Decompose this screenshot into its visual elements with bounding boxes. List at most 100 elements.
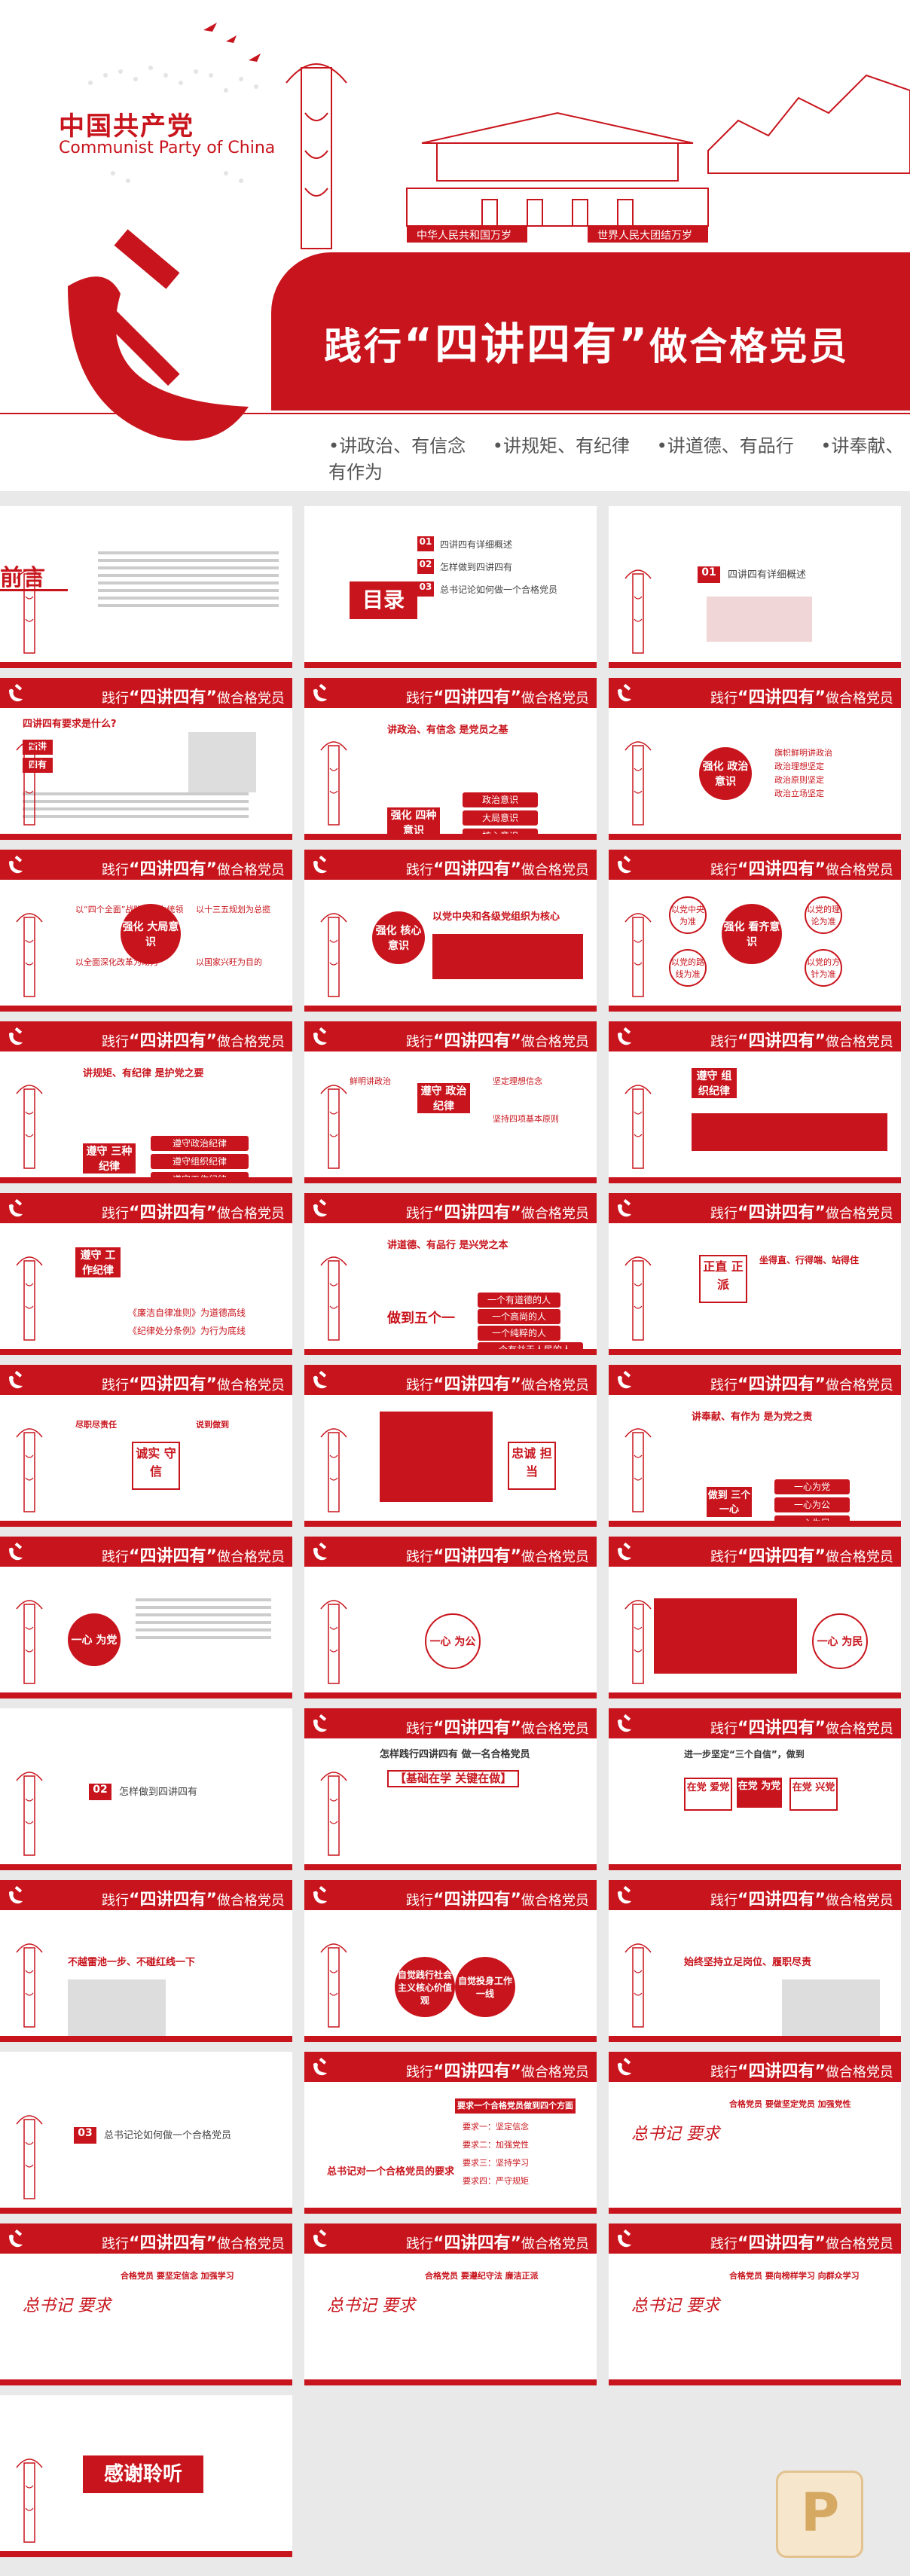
header-suffix: 做合格党员 [825,691,893,707]
slide-13[interactable]: 践行“四讲四有”做合格党员 遵守 工作纪律 《廉洁自律准则》为道德高线 《纪律处… [0,1193,292,1355]
slide-section-03[interactable]: 03 总书记论如何做一个合格党员 [0,2052,292,2214]
slide-header-bar: 践行“四讲四有”做合格党员 [609,1537,901,1567]
label: 说到做到 [196,1420,229,1430]
header-prefix: 践行 [406,691,433,707]
slide-29[interactable]: 践行“四讲四有”做合格党员 总书记对一个合格党员的要求 要求一个合格党员做到四个… [304,2052,597,2214]
section-num: 01 [698,566,720,583]
toc-item[interactable]: 四讲四有详细概述 [440,539,513,550]
key-circle: 强化 核心意识 [372,911,425,964]
slide-footer-bar [609,2036,901,2042]
slide-31[interactable]: 践行“四讲四有”做合格党员 总书记 要求 合格党员 要坚定信念 加强学习 [0,2223,292,2385]
slide-18[interactable]: 践行“四讲四有”做合格党员 讲奉献、有作为 是为党之责 做到 三个一心 一心为党… [609,1365,901,1527]
slide-4[interactable]: 践行“四讲四有”做合格党员 四讲四有要求是什么? 四讲 四有 [0,678,292,840]
slide-heading: 合格党员 要遵纪守法 廉洁正派 [425,2271,539,2281]
header-suffix: 做合格党员 [521,862,589,878]
slide-5[interactable]: 践行“四讲四有”做合格党员 讲政治、有信念 是党员之基 强化 四种意识 政治意识… [304,678,597,840]
slide-30[interactable]: 践行“四讲四有”做合格党员 总书记 要求 合格党员 要做坚定党员 加强党性 [609,2052,901,2214]
slide-10[interactable]: 践行“四讲四有”做合格党员 讲规矩、有纪律 是护党之要 遵守 三种纪律 遵守政治… [0,1021,292,1183]
slide-toc[interactable]: 目录 01 四讲四有详细概述 02 怎样做到四讲四有 03 总书记论如何做一个合… [304,506,597,668]
slide-15[interactable]: 践行“四讲四有”做合格党员 正直 正派 坐得直、行得端、站得住 [609,1193,901,1355]
slide-12[interactable]: 践行“四讲四有”做合格党员 遵守 组织纪律 [609,1021,901,1183]
key-box: 强化 四种意识 [387,807,440,838]
party-emblem-icon [618,1885,631,1904]
slide-header-bar: 践行“四讲四有”做合格党员 [304,1708,597,1738]
hero-slide[interactable]: 中国共产党 Communist Party of China 中华人民共和国万岁… [0,0,910,491]
slide-preface[interactable]: 前言 [0,506,292,668]
thanks-title: 感谢聆听 [83,2455,203,2493]
slide-footer-bar [0,2208,292,2214]
pillar-illustration [320,1085,347,1169]
hero-artwork [0,23,910,441]
slide-14[interactable]: 践行“四讲四有”做合格党员 讲道德、有品行 是兴党之本 做到五个一 一个有道德的… [304,1193,597,1355]
header-prefix: 践行 [710,2236,737,2252]
list-item: 以国家兴旺为目的 [196,957,262,967]
tag: 四讲 [23,740,53,755]
pillar-illustration [624,1085,652,1169]
pillar-illustration [16,1256,43,1341]
slide-thanks[interactable]: 感谢聆听 [0,2395,292,2557]
label: 坚持四项基本原则 [493,1114,559,1124]
slide-25[interactable]: 践行“四讲四有”做合格党员 不越雷池一步、不碰红线一下 [0,1880,292,2042]
party-emblem-icon [313,2057,327,2076]
header-label: 践行“四讲四有”做合格党员 [406,2230,589,2254]
slide-33[interactable]: 践行“四讲四有”做合格党员 总书记 要求 合格党员 要向榜样学习 向群众学习 [609,2223,901,2385]
toc-item[interactable]: 怎样做到四讲四有 [440,562,513,572]
slide-8[interactable]: 践行“四讲四有”做合格党员 强化 核心意识 以党中央和各级党组织为核心 [304,850,597,1012]
slide-16[interactable]: 践行“四讲四有”做合格党员 诚实 守信 尽职尽责任 说到做到 [0,1365,292,1527]
header-main: “四讲四有” [737,1032,826,1051]
list-item: 以十三五规划为总揽 [196,905,270,914]
slide-17[interactable]: 践行“四讲四有”做合格党员 忠诚 担当 [304,1365,597,1527]
toc-num: 01 [417,536,434,551]
header-suffix: 做合格党员 [825,1034,893,1050]
hero-subtitles: •讲政治、有信念 •讲规矩、有纪律 •讲道德、有品行 •讲奉献、有作为 [328,431,910,484]
key-box: 【基础在学 关键在做】 [387,1770,520,1787]
preface-text [98,551,279,612]
slide-32[interactable]: 践行“四讲四有”做合格党员 总书记 要求 合格党员 要遵纪守法 廉洁正派 [304,2223,597,2385]
slide-19[interactable]: 践行“四讲四有”做合格党员 一心 为党 [0,1537,292,1699]
slide-27[interactable]: 践行“四讲四有”做合格党员 始终坚持立足岗位、履职尽责 [609,1880,901,2042]
slide-24[interactable]: 践行“四讲四有”做合格党员 进一步坚定“三个自信”，做到 在党 爱党 在党 为党… [609,1708,901,1870]
slide-26[interactable]: 践行“四讲四有”做合格党员 自觉践行社会主义核心价值观 自觉投身工作一线 [304,1880,597,2042]
slide-header-bar: 践行“四讲四有”做合格党员 [0,2223,292,2254]
slide-21[interactable]: 践行“四讲四有”做合格党员 一心 为民 [609,1537,901,1699]
slide-footer-bar [0,2036,292,2042]
pillar-illustration [16,913,43,997]
list-item: 要求一：坚定信念 [463,2122,529,2132]
party-emblem-icon [618,855,631,874]
subtitle-item: •讲道德、有品行 [656,435,794,456]
slide-footer-bar [0,1521,292,1527]
slide-20[interactable]: 践行“四讲四有”做合格党员 一心 为公 [304,1537,597,1699]
text-panel [654,1598,797,1674]
slide-footer-bar [304,1864,597,1870]
slide-section-01[interactable]: 01 四讲四有详细概述 [609,506,901,668]
pillar-illustration [624,913,652,997]
header-suffix: 做合格党员 [521,1206,589,1222]
header-prefix: 践行 [406,2236,433,2252]
pillar-illustration [16,569,43,654]
text-panel [432,934,583,979]
slide-23[interactable]: 践行“四讲四有”做合格党员 怎样践行四讲四有 做一名合格党员 【基础在学 关键在… [304,1708,597,1870]
list-item: 《纪律处分条例》为行为底线 [128,1326,246,1336]
slide-9[interactable]: 践行“四讲四有”做合格党员 强化 看齐意识 以党中央为准 以党的理论为准 以党的… [609,850,901,1012]
slide-header-bar: 践行“四讲四有”做合格党员 [0,1193,292,1223]
slide-6[interactable]: 践行“四讲四有”做合格党员 强化 政治意识 旗帜鲜明讲政治 政治理想坚定 政治原… [609,678,901,840]
slide-11[interactable]: 践行“四讲四有”做合格党员 遵守 政治纪律 鲜明讲政治 坚定理想信念 坚持四项基… [304,1021,597,1183]
header-prefix: 践行 [710,1378,737,1393]
toc-item[interactable]: 总书记论如何做一个合格党员 [440,584,558,595]
header-prefix: 践行 [710,2065,737,2080]
banner-right-text: 世界人民大团结万岁 [597,230,692,242]
section-label: 总书记论如何做一个合格党员 [104,2130,232,2141]
header-main: “四讲四有” [737,1719,826,1738]
photo [782,1979,880,2040]
header-label: 践行“四讲四有”做合格党员 [102,1371,285,1395]
slide-footer-bar [609,1006,901,1012]
slide-7[interactable]: 践行“四讲四有”做合格党员 强化 大局意识 以“四个全面”战略布局为统领 以十三… [0,850,292,1012]
calligraphy-title: 总书记 要求 [631,2297,719,2315]
key-box: 遵守 政治纪律 [417,1083,470,1113]
subtitle-item: •讲政治、有信念 [328,435,466,456]
slide-header-bar: 践行“四讲四有”做合格党员 [609,1365,901,1395]
hero-title: 践行“四讲四有”做合格党员 [324,309,849,372]
pillar-illustration [320,1428,347,1512]
slide-heading: 合格党员 要向榜样学习 向群众学习 [729,2271,860,2281]
slide-section-02[interactable]: 02 怎样做到四讲四有 [0,1708,292,1870]
